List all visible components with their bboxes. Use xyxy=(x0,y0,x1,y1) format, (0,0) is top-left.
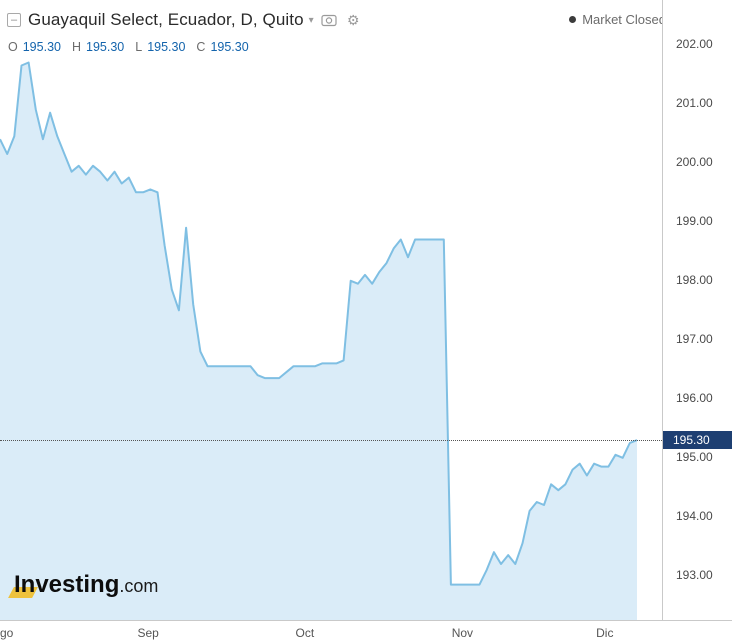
symbol-title[interactable]: Guayaquil Select, Ecuador, D, Quito xyxy=(28,10,304,29)
y-tick-label: 193.00 xyxy=(676,567,713,582)
ohlc-readout: O 195.30 H 195.30 L 195.30 C 195.30 xyxy=(8,40,255,54)
x-tick-label: Oct xyxy=(295,626,315,640)
x-tick-label: Sep xyxy=(137,626,159,640)
y-tick-label: 199.00 xyxy=(676,213,713,228)
open-value: 195.30 xyxy=(22,40,61,54)
camera-icon[interactable] xyxy=(321,12,338,28)
y-tick-label: 195.00 xyxy=(676,449,713,464)
x-tick-label: Nov xyxy=(451,626,474,640)
collapse-icon[interactable]: – xyxy=(7,13,21,27)
y-tick-label: 197.00 xyxy=(676,331,713,346)
y-tick-label: 198.00 xyxy=(676,272,713,287)
y-tick-label: 196.00 xyxy=(676,390,713,405)
high-value: 195.30 xyxy=(86,40,125,54)
y-tick-label: 201.00 xyxy=(676,95,713,110)
price-axis[interactable]: 195.30 202.00 201.00 200.00 199.00 198.00 197… xyxy=(662,0,732,620)
y-tick-label: 202.00 xyxy=(676,36,713,51)
last-price-tag: 195.30 xyxy=(663,431,732,450)
x-tick-label: go xyxy=(0,626,14,640)
market-status-label: Market Closed xyxy=(582,12,666,27)
status-dot-icon xyxy=(569,16,577,23)
current-price-line xyxy=(0,440,662,442)
high-label: H xyxy=(71,40,81,54)
close-label: C xyxy=(196,40,206,54)
settings-gear-icon[interactable]: ⚙ xyxy=(346,11,360,28)
price-area-chart[interactable] xyxy=(0,0,662,620)
low-value: 195.30 xyxy=(147,40,186,54)
investing-logo: Investing.com xyxy=(8,571,159,599)
market-status: Market Closed xyxy=(569,12,666,27)
chevron-down-icon[interactable]: ▾ xyxy=(308,14,314,26)
close-value: 195.30 xyxy=(210,40,249,54)
logo-text-suffix: .com xyxy=(119,576,159,596)
x-tick-label: Dic xyxy=(596,626,614,640)
y-tick-label: 194.00 xyxy=(676,508,713,523)
y-tick-label: 200.00 xyxy=(676,154,713,169)
low-label: L xyxy=(135,40,143,54)
chart-header: – Guayaquil Select, Ecuador, D, Quito ▾ … xyxy=(7,10,362,30)
logo-text-bold: Investing xyxy=(14,571,120,598)
open-label: O xyxy=(8,40,18,54)
time-axis[interactable]: go Sep Oct Nov Dic xyxy=(0,620,732,644)
